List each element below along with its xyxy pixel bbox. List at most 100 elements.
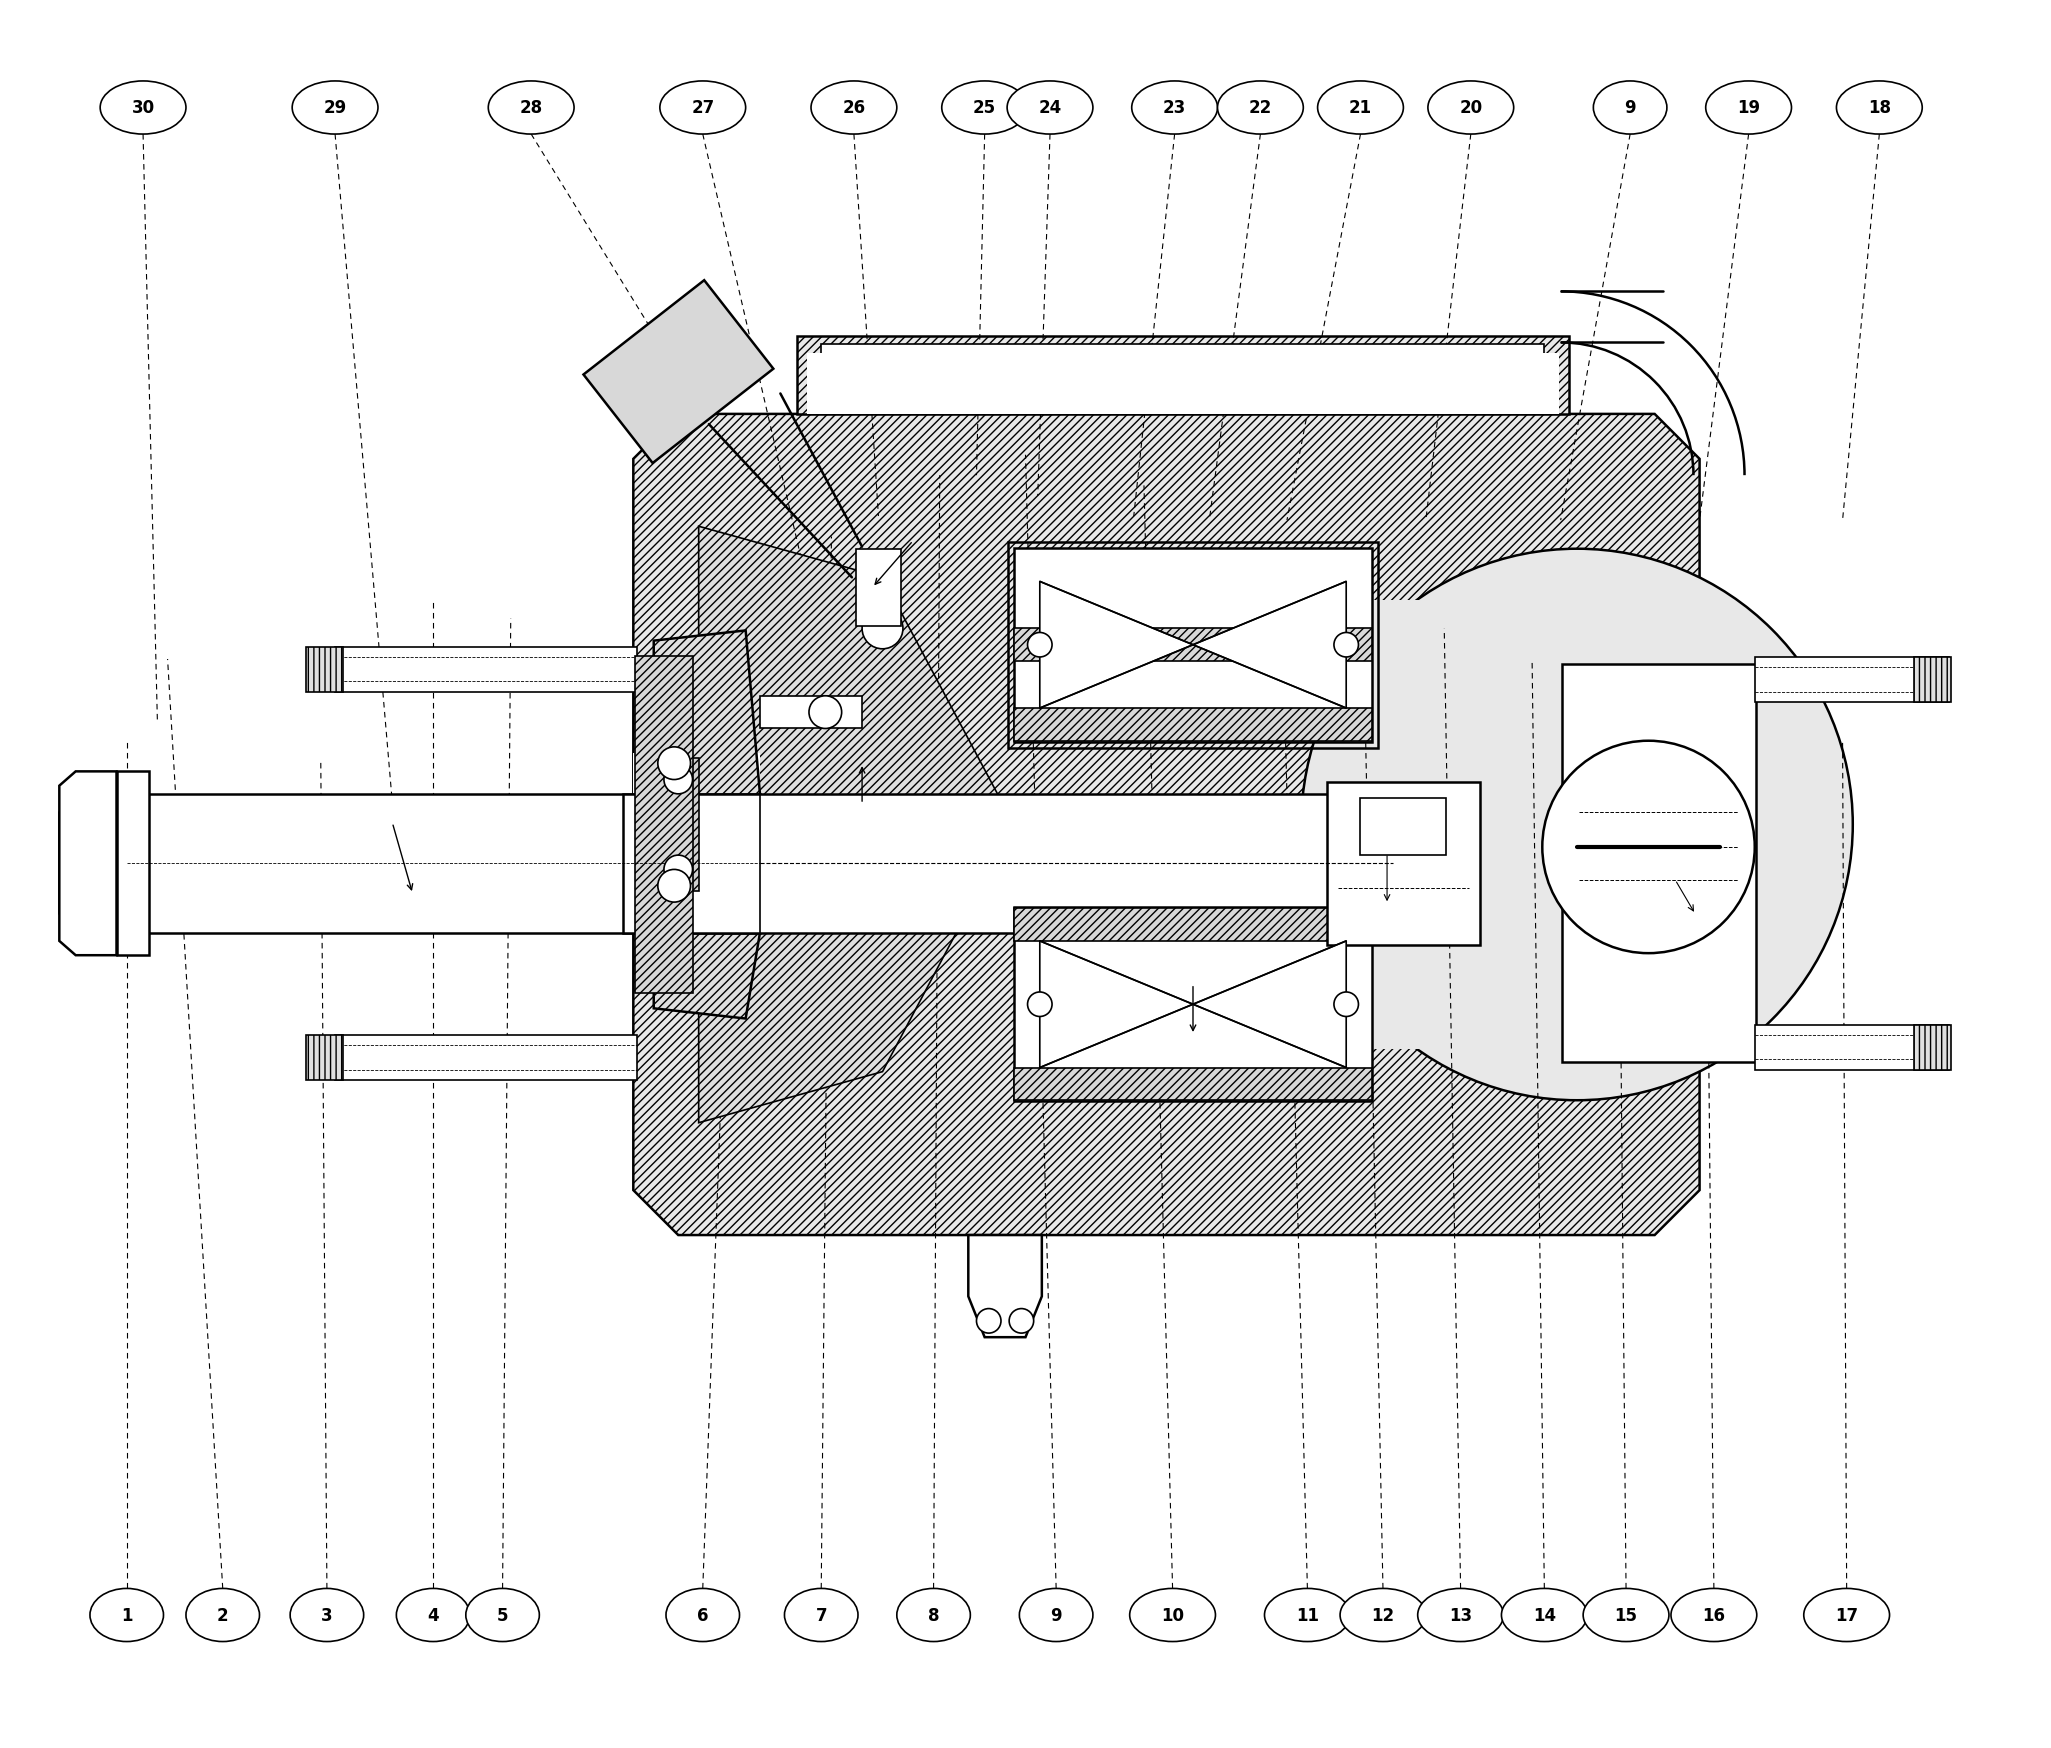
Bar	[806, 353, 1559, 414]
Polygon shape	[968, 1236, 1042, 1337]
Text: 21: 21	[1350, 100, 1372, 117]
Circle shape	[1028, 633, 1052, 657]
Text: 22: 22	[1249, 100, 1272, 117]
Bar	[1015, 708, 1372, 741]
Ellipse shape	[1706, 82, 1791, 135]
Ellipse shape	[1417, 1589, 1503, 1641]
Polygon shape	[699, 526, 1005, 809]
Ellipse shape	[1218, 82, 1302, 135]
Text: 9: 9	[1050, 1606, 1062, 1624]
Text: 13: 13	[1448, 1606, 1473, 1624]
Circle shape	[1542, 741, 1756, 954]
Text: 23: 23	[1163, 100, 1185, 117]
Polygon shape	[654, 631, 761, 1019]
Text: 8: 8	[927, 1606, 939, 1624]
Text: 17: 17	[1836, 1606, 1858, 1624]
Text: 29: 29	[324, 100, 347, 117]
Polygon shape	[820, 346, 1544, 411]
Ellipse shape	[396, 1589, 470, 1641]
Bar	[1015, 909, 1372, 942]
Circle shape	[1009, 1309, 1034, 1334]
Ellipse shape	[291, 82, 377, 135]
Bar	[1360, 799, 1446, 855]
Text: 11: 11	[1296, 1606, 1319, 1624]
Text: 14: 14	[1532, 1606, 1557, 1624]
Bar	[1914, 657, 1951, 703]
Ellipse shape	[488, 82, 574, 135]
Ellipse shape	[90, 1589, 164, 1641]
Circle shape	[658, 871, 691, 902]
Text: 5: 5	[496, 1606, 509, 1624]
Ellipse shape	[1594, 82, 1667, 135]
Text: 30: 30	[131, 100, 154, 117]
Bar	[334, 647, 638, 692]
Bar	[1756, 1024, 1948, 1070]
Text: 9: 9	[1624, 100, 1637, 117]
Ellipse shape	[1265, 1589, 1350, 1641]
Ellipse shape	[289, 1589, 363, 1641]
Circle shape	[1333, 633, 1358, 657]
Polygon shape	[1194, 942, 1345, 1068]
Circle shape	[658, 748, 691, 780]
Circle shape	[665, 855, 693, 884]
Circle shape	[808, 696, 841, 729]
Ellipse shape	[1672, 1589, 1758, 1641]
Text: 4: 4	[427, 1606, 439, 1624]
Bar	[1914, 1024, 1951, 1070]
Polygon shape	[699, 841, 1005, 1122]
Bar	[117, 773, 150, 956]
Ellipse shape	[1339, 1589, 1425, 1641]
Bar	[1321, 601, 1546, 1049]
Bar	[334, 1035, 638, 1080]
Polygon shape	[1040, 942, 1194, 1068]
Polygon shape	[634, 753, 761, 897]
Circle shape	[1333, 993, 1358, 1017]
Polygon shape	[1040, 582, 1194, 708]
Text: 1: 1	[121, 1606, 133, 1624]
Bar	[855, 549, 900, 628]
Ellipse shape	[466, 1589, 539, 1641]
Text: 15: 15	[1614, 1606, 1637, 1624]
Text: 24: 24	[1038, 100, 1062, 117]
Bar	[1009, 542, 1378, 748]
Bar	[1756, 657, 1948, 703]
Bar	[582, 281, 773, 463]
Bar	[1015, 907, 1372, 1101]
Ellipse shape	[1501, 1589, 1587, 1641]
Ellipse shape	[941, 82, 1028, 135]
Ellipse shape	[1836, 82, 1922, 135]
Bar	[1327, 781, 1481, 946]
Circle shape	[665, 766, 693, 794]
Text: 2: 2	[217, 1606, 228, 1624]
Ellipse shape	[1007, 82, 1093, 135]
Ellipse shape	[810, 82, 896, 135]
Text: 16: 16	[1702, 1606, 1725, 1624]
Ellipse shape	[1130, 1589, 1216, 1641]
Text: 28: 28	[519, 100, 544, 117]
Bar	[1015, 1068, 1372, 1101]
Bar	[306, 1035, 343, 1080]
Ellipse shape	[896, 1589, 970, 1641]
Bar	[761, 696, 861, 729]
Ellipse shape	[1427, 82, 1514, 135]
Ellipse shape	[1317, 82, 1403, 135]
Text: 26: 26	[843, 100, 866, 117]
Text: 19: 19	[1737, 100, 1760, 117]
Ellipse shape	[100, 82, 187, 135]
Polygon shape	[59, 773, 117, 956]
Polygon shape	[796, 337, 1569, 414]
Bar	[636, 657, 693, 993]
Polygon shape	[634, 414, 1700, 1236]
Polygon shape	[1194, 582, 1345, 708]
Ellipse shape	[667, 1589, 740, 1641]
Bar	[127, 794, 761, 933]
Ellipse shape	[1583, 1589, 1670, 1641]
Text: 25: 25	[972, 100, 997, 117]
Text: 10: 10	[1161, 1606, 1183, 1624]
Ellipse shape	[1132, 82, 1218, 135]
Circle shape	[1300, 549, 1852, 1101]
Text: 27: 27	[691, 100, 714, 117]
Circle shape	[976, 1309, 1001, 1334]
Text: 20: 20	[1458, 100, 1483, 117]
Text: 6: 6	[697, 1606, 708, 1624]
